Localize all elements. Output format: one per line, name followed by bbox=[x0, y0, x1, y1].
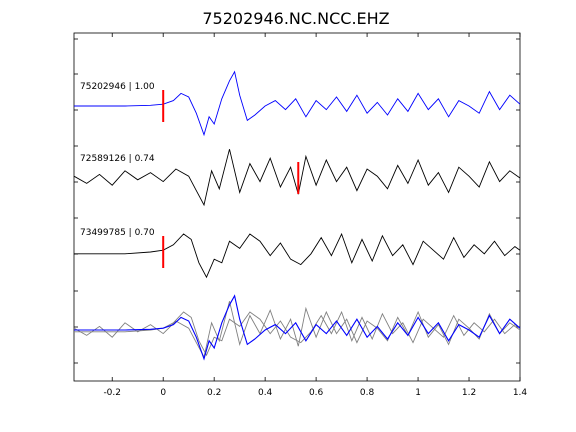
chart-title: 75202946.NC.NCC.EHZ bbox=[202, 9, 389, 28]
trace-label-1: 72589126 | 0.74 bbox=[80, 154, 155, 164]
x-tick-label: 1.2 bbox=[462, 388, 476, 398]
trace-line-1 bbox=[73, 149, 521, 207]
x-tick-label: -0.2 bbox=[103, 388, 121, 398]
x-tick-label: 1.4 bbox=[513, 388, 528, 398]
overlay-trace-0 bbox=[74, 294, 521, 361]
x-tick-label: 1 bbox=[415, 388, 421, 398]
x-tick-label: 0.2 bbox=[207, 388, 221, 398]
x-tick-label: 0.4 bbox=[258, 388, 273, 398]
traces-group: 75202946 | 1.00 72589126 | 0.74 73499785 |… bbox=[73, 70, 521, 361]
overlay-trace-2 bbox=[74, 310, 521, 357]
axis-ticks: -0.2 0 0.2 0.4 0.6 0.8 1 1.2 1.4 bbox=[74, 33, 527, 398]
x-tick-label: 0.6 bbox=[309, 388, 324, 398]
x-tick-label: 0 bbox=[160, 388, 166, 398]
trace-line-2 bbox=[74, 232, 521, 279]
x-tick-label: 0.8 bbox=[360, 388, 375, 398]
trace-label-0: 75202946 | 1.00 bbox=[80, 82, 155, 92]
plot-frame bbox=[73, 32, 521, 382]
trace-line-0 bbox=[74, 70, 521, 137]
overlay-trace-1 bbox=[73, 301, 521, 359]
trace-label-2: 73499785 | 0.70 bbox=[80, 228, 155, 238]
